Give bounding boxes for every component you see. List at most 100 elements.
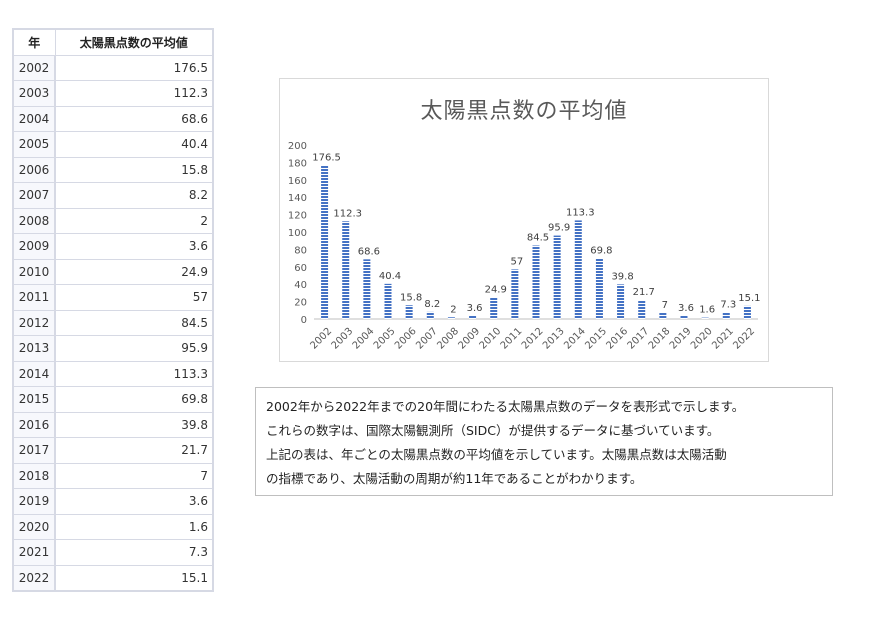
bar bbox=[743, 305, 751, 319]
x-tick-label: 2003 bbox=[330, 326, 356, 352]
data-label: 24.9 bbox=[485, 284, 507, 295]
bar bbox=[659, 312, 667, 319]
bar bbox=[574, 220, 582, 319]
table-row: 2016 39.8 bbox=[12, 411, 214, 438]
bar bbox=[722, 312, 730, 319]
year-cell: 2012 bbox=[12, 309, 56, 336]
y-tick-label: 40 bbox=[294, 280, 307, 291]
data-label: 176.5 bbox=[312, 152, 341, 163]
y-tick-label: 0 bbox=[301, 315, 307, 326]
year-cell: 2014 bbox=[12, 360, 56, 387]
data-label: 57 bbox=[510, 256, 523, 267]
y-tick-label: 160 bbox=[288, 176, 307, 187]
year-cell: 2007 bbox=[12, 182, 56, 209]
table-row: 2004 68.6 bbox=[12, 105, 214, 132]
value-cell: 15.1 bbox=[54, 564, 214, 592]
data-label: 68.6 bbox=[358, 246, 380, 257]
bar bbox=[680, 315, 688, 319]
note-line-4: の指標であり、太陽活動の周期が約11年であることがわかります。 bbox=[266, 471, 643, 486]
x-tick-label: 2008 bbox=[435, 326, 461, 352]
value-cell: 7 bbox=[54, 462, 214, 489]
data-label: 112.3 bbox=[333, 208, 362, 219]
bar bbox=[532, 245, 540, 319]
sunspot-bar-chart: 太陽黒点数の平均値 0 20 40 60 80 100 120 140 160 180 200 176… bbox=[279, 78, 769, 362]
year-cell: 2006 bbox=[12, 156, 56, 183]
table-row: 2007 8.2 bbox=[12, 182, 214, 209]
bar bbox=[426, 311, 434, 319]
value-cell: 21.7 bbox=[54, 437, 214, 464]
value-cell: 39.8 bbox=[54, 411, 214, 438]
year-cell: 2016 bbox=[12, 411, 56, 438]
value-cell: 1.6 bbox=[54, 513, 214, 540]
x-tick-label: 2013 bbox=[541, 326, 567, 352]
year-cell: 2011 bbox=[12, 284, 56, 311]
x-tick-label: 2006 bbox=[393, 326, 419, 352]
table-row: 2021 7.3 bbox=[12, 539, 214, 566]
value-cell: 7.3 bbox=[54, 539, 214, 566]
data-label: 2 bbox=[450, 304, 456, 315]
x-tick-label: 2004 bbox=[351, 326, 377, 352]
value-cell: 68.6 bbox=[54, 105, 214, 132]
y-tick-label: 140 bbox=[288, 193, 307, 204]
table-row: 2010 24.9 bbox=[12, 258, 214, 285]
chart-title: 太陽黒点数の平均値 bbox=[420, 99, 628, 124]
bar bbox=[469, 315, 477, 319]
year-cell: 2022 bbox=[12, 564, 56, 592]
note-line-2: これらの数字は、国際太陽観測所（SIDC）が提供するデータに基づいています。 bbox=[266, 423, 720, 438]
table-row: 2009 3.6 bbox=[12, 233, 214, 260]
value-cell: 40.4 bbox=[54, 131, 214, 158]
x-tick-label: 2021 bbox=[710, 326, 736, 352]
bar bbox=[595, 258, 603, 319]
bar bbox=[447, 317, 455, 319]
y-tick-label: 20 bbox=[294, 298, 307, 309]
bar bbox=[701, 317, 709, 319]
year-cell: 2008 bbox=[12, 207, 56, 234]
chart-canvas: 0 20 40 60 80 100 120 140 160 180 200 176.5 2002 112.… bbox=[288, 141, 761, 352]
x-tick-label: 2014 bbox=[562, 326, 588, 352]
year-cell: 2020 bbox=[12, 513, 56, 540]
column-header-value: 太陽黒点数の平均値 bbox=[54, 28, 214, 56]
data-label: 95.9 bbox=[548, 223, 570, 234]
bar bbox=[490, 297, 498, 319]
year-cell: 2005 bbox=[12, 131, 56, 158]
y-tick-label: 120 bbox=[288, 211, 307, 222]
x-tick-label: 2002 bbox=[308, 326, 334, 352]
table-row: 2006 15.8 bbox=[12, 156, 214, 183]
y-tick-label: 100 bbox=[288, 228, 307, 239]
data-label: 84.5 bbox=[527, 232, 549, 243]
data-label: 3.6 bbox=[467, 303, 483, 314]
data-label: 15.8 bbox=[400, 292, 422, 303]
value-cell: 112.3 bbox=[54, 80, 214, 107]
value-cell: 2 bbox=[54, 207, 214, 234]
data-label: 7.3 bbox=[720, 300, 736, 311]
table-row: 2008 2 bbox=[12, 207, 214, 234]
description-note: 2002年から2022年までの20年間にわたる太陽黒点数のデータを表形式で示しま… bbox=[255, 387, 833, 496]
value-cell: 8.2 bbox=[54, 182, 214, 209]
x-tick-label: 2009 bbox=[456, 326, 482, 352]
data-label: 8.2 bbox=[424, 299, 440, 310]
value-cell: 15.8 bbox=[54, 156, 214, 183]
value-cell: 3.6 bbox=[54, 233, 214, 260]
column-header-year: 年 bbox=[12, 28, 56, 56]
table-row: 2014 113.3 bbox=[12, 360, 214, 387]
x-tick-label: 2005 bbox=[372, 326, 398, 352]
value-cell: 57 bbox=[54, 284, 214, 311]
sunspot-data-table: 年 太陽黒点数の平均値 2002 176.5 2003 112.3 2004 68.6 20… bbox=[12, 28, 214, 592]
x-tick-label: 2022 bbox=[731, 326, 757, 352]
value-cell: 84.5 bbox=[54, 309, 214, 336]
data-label: 15.1 bbox=[738, 293, 760, 304]
y-tick-label: 180 bbox=[288, 158, 307, 169]
bar bbox=[638, 300, 646, 319]
table-row: 2012 84.5 bbox=[12, 309, 214, 336]
year-cell: 2018 bbox=[12, 462, 56, 489]
value-cell: 24.9 bbox=[54, 258, 214, 285]
x-tick-label: 2007 bbox=[414, 326, 440, 352]
bar bbox=[405, 305, 413, 319]
year-cell: 2002 bbox=[12, 54, 56, 81]
bar bbox=[321, 165, 329, 319]
bar bbox=[511, 269, 519, 319]
year-cell: 2010 bbox=[12, 258, 56, 285]
table-row: 2002 176.5 bbox=[12, 54, 214, 81]
data-label: 3.6 bbox=[678, 303, 694, 314]
bar bbox=[363, 259, 371, 319]
